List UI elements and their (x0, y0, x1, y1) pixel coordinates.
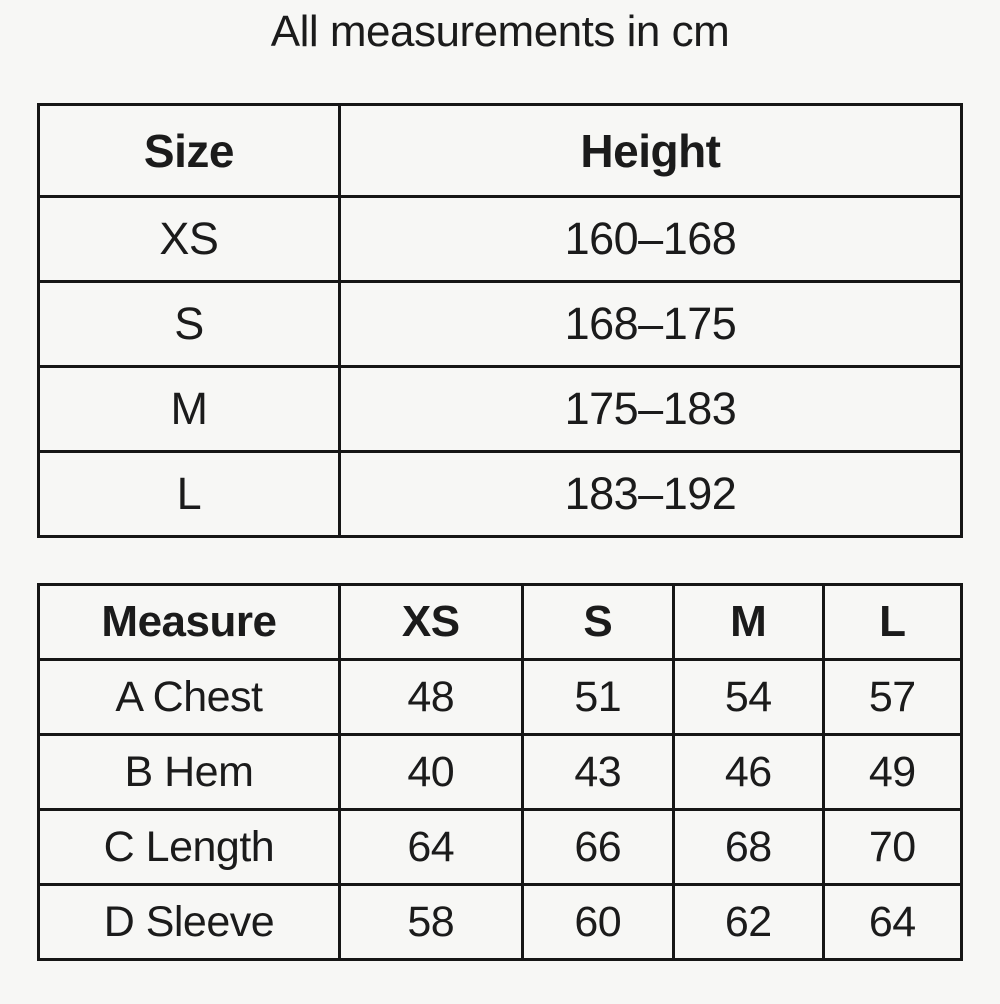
measure-label-cell: A Chest (37, 658, 341, 736)
value-cell: 66 (520, 808, 676, 886)
header-height: Height (337, 103, 964, 198)
table-row: D Sleeve 58 60 62 64 (37, 883, 964, 961)
size-cell: XS (37, 195, 341, 283)
page-title: All measurements in cm (270, 7, 730, 56)
measure-table-header-row: Measure XS S M L (37, 583, 964, 661)
measure-table: Measure XS S M L A Chest 48 51 54 57 B H… (37, 583, 964, 961)
value-cell: 51 (520, 658, 676, 736)
height-range-cell: 175–183 (337, 365, 964, 453)
header-m: M (672, 583, 825, 661)
table-row: M 175–183 (37, 365, 964, 453)
value-cell: 62 (672, 883, 825, 961)
table-row: S 168–175 (37, 280, 964, 368)
size-cell: S (37, 280, 341, 368)
value-cell: 57 (821, 658, 964, 736)
header-size: Size (37, 103, 341, 198)
value-cell: 70 (821, 808, 964, 886)
size-cell: M (37, 365, 341, 453)
header-xs: XS (337, 583, 524, 661)
size-guide-page: All measurements in cm Size Height XS 16… (0, 4, 1000, 1004)
table-row: L 183–192 (37, 450, 964, 538)
value-cell: 58 (337, 883, 524, 961)
value-cell: 46 (672, 733, 825, 811)
value-cell: 64 (337, 808, 524, 886)
height-range-cell: 168–175 (337, 280, 964, 368)
measure-label-cell: B Hem (37, 733, 341, 811)
value-cell: 54 (672, 658, 825, 736)
measure-label-cell: C Length (37, 808, 341, 886)
value-cell: 64 (821, 883, 964, 961)
table-row: C Length 64 66 68 70 (37, 808, 964, 886)
value-cell: 43 (520, 733, 676, 811)
measure-label-cell: D Sleeve (37, 883, 341, 961)
header-l: L (821, 583, 964, 661)
value-cell: 68 (672, 808, 825, 886)
value-cell: 40 (337, 733, 524, 811)
table-row: A Chest 48 51 54 57 (37, 658, 964, 736)
header-s: S (520, 583, 676, 661)
height-table-header-row: Size Height (37, 103, 964, 198)
height-range-cell: 183–192 (337, 450, 964, 538)
value-cell: 48 (337, 658, 524, 736)
height-table: Size Height XS 160–168 S 168–175 M 175–1… (37, 103, 964, 538)
size-cell: L (37, 450, 341, 538)
height-range-cell: 160–168 (337, 195, 964, 283)
value-cell: 60 (520, 883, 676, 961)
header-measure: Measure (37, 583, 341, 661)
table-row: XS 160–168 (37, 195, 964, 283)
table-row: B Hem 40 43 46 49 (37, 733, 964, 811)
value-cell: 49 (821, 733, 964, 811)
